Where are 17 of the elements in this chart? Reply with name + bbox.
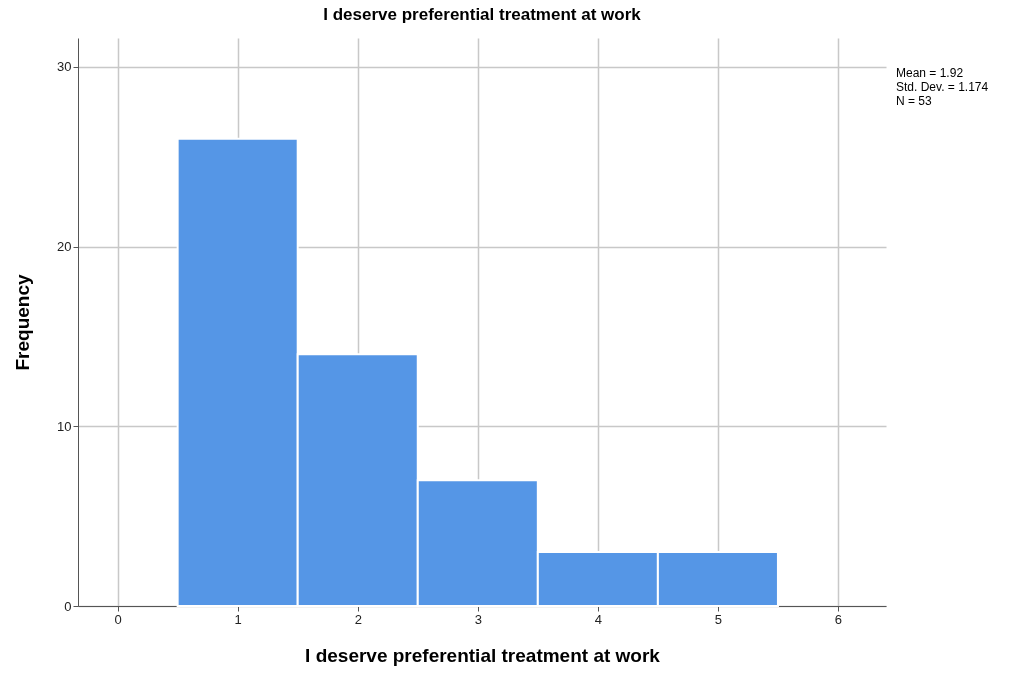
- x-tick-label: 0: [114, 611, 122, 627]
- x-tick-label: 1: [234, 611, 242, 627]
- y-tick-label: 10: [57, 418, 72, 434]
- y-tick-label: 20: [57, 239, 72, 255]
- text: Mean = 1.92: [896, 66, 965, 80]
- x-tick-label: 5: [714, 611, 723, 627]
- x-axis-title: I deserve preferential treatment at work: [305, 644, 661, 666]
- text: Std. Dev. = 1.174: [896, 80, 989, 94]
- text: N = 53: [896, 94, 933, 108]
- x-tick-label: 3: [474, 611, 482, 627]
- y-tick-label: 0: [64, 598, 72, 614]
- chart-title: I deserve preferential treatment at work: [323, 5, 642, 24]
- x-tick-label: 6: [834, 611, 843, 627]
- x-tick-label: 2: [354, 611, 362, 627]
- y-tick-label: 30: [57, 59, 72, 75]
- y-axis-title: Frequency: [12, 274, 34, 371]
- x-tick-label: 4: [594, 611, 602, 627]
